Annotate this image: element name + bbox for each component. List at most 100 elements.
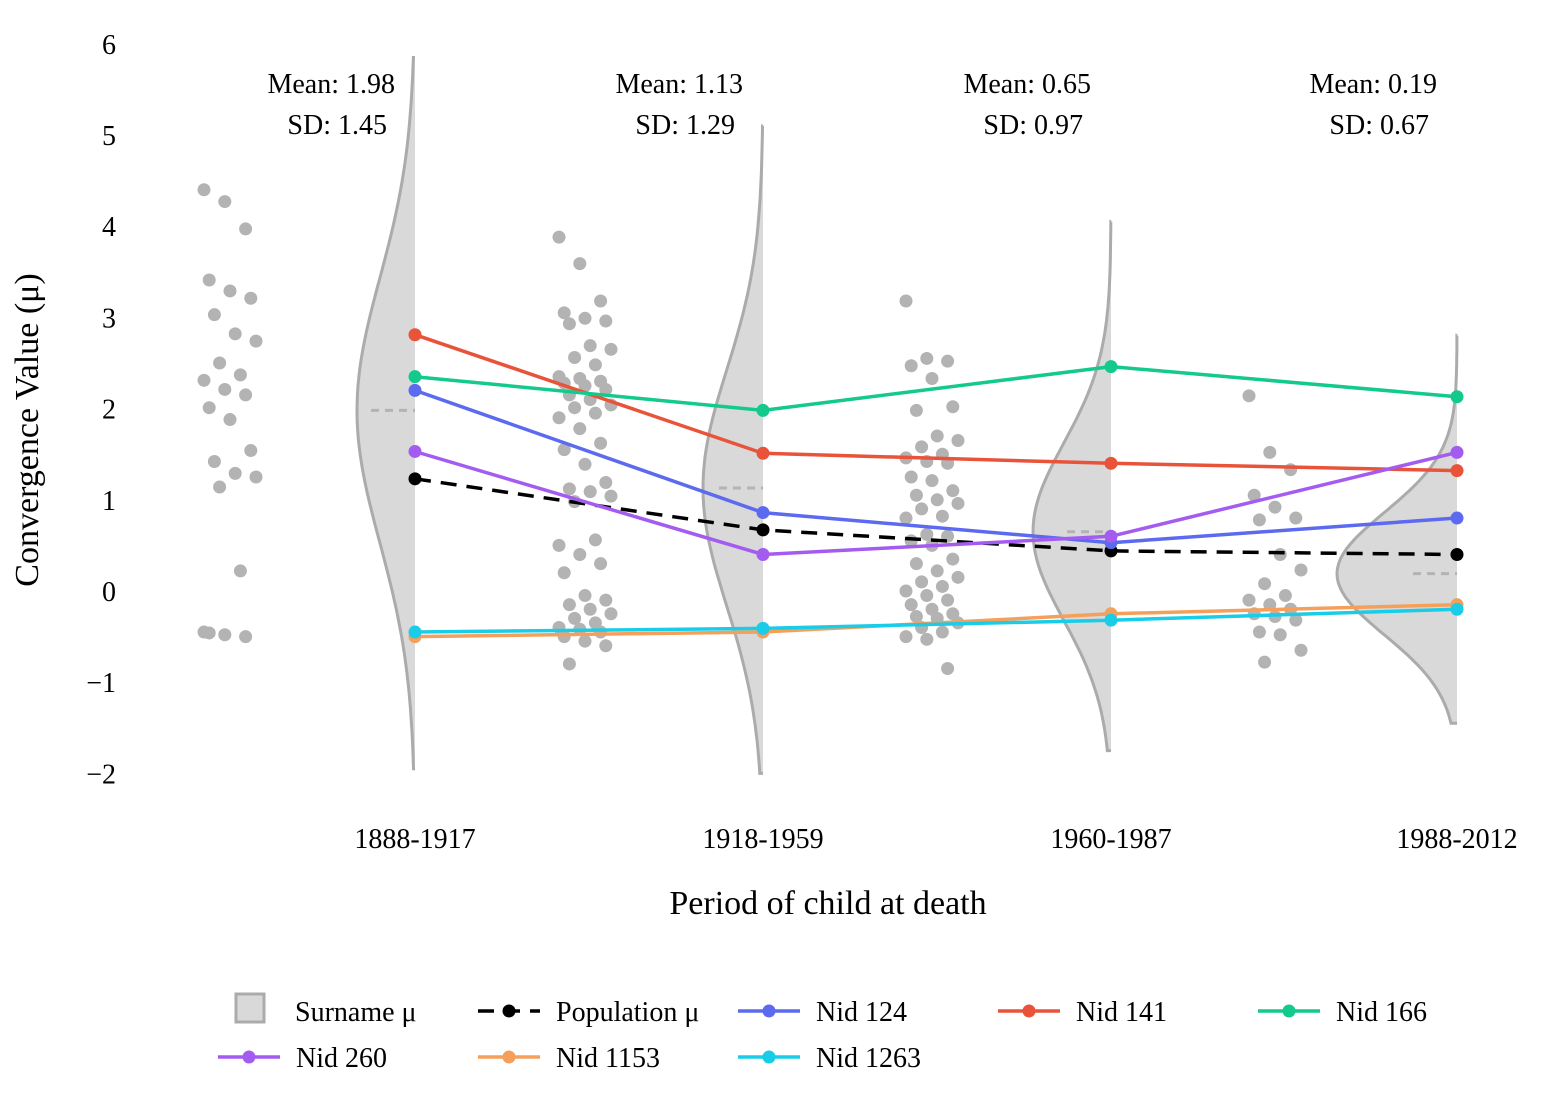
surname-point (604, 489, 618, 503)
surname-point (1289, 613, 1303, 627)
series-point (1450, 511, 1464, 525)
surname-point (223, 284, 237, 298)
surname-point (930, 493, 944, 507)
legend-label: Nid 124 (816, 997, 907, 1028)
density-outline (1031, 219, 1113, 753)
legend-marker (762, 1004, 776, 1018)
surname-point (915, 502, 929, 516)
surname-point (941, 354, 955, 368)
surname-point (909, 403, 923, 417)
series-point (1450, 390, 1464, 404)
series-point (1104, 613, 1118, 627)
surname-point (909, 557, 923, 571)
surname-point (228, 327, 242, 341)
surname-point (594, 436, 608, 450)
legend-marker (502, 1050, 516, 1064)
surname-point (249, 334, 263, 348)
surname-point (941, 662, 955, 676)
surname-point (249, 470, 263, 484)
surname-point (1263, 445, 1277, 459)
y-tick-label: −1 (86, 668, 116, 699)
surname-point (594, 557, 608, 571)
surname-point (562, 598, 576, 612)
legend-label: Nid 1263 (816, 1043, 921, 1074)
surname-point (909, 488, 923, 502)
series-point (756, 403, 770, 417)
surname-point (915, 440, 929, 454)
surname-point (1294, 563, 1308, 577)
series-point (756, 621, 770, 635)
surname-point (1294, 643, 1308, 657)
y-tick-label: 1 (102, 486, 116, 517)
surname-point (1258, 577, 1272, 591)
x-axis: 1888-1917 1918-1959 1960-1987 1988-2012 (354, 824, 1517, 855)
surname-point (568, 401, 582, 415)
surname-point (197, 183, 211, 197)
surname-point (1278, 589, 1292, 603)
x-tick-label: 1988-2012 (1396, 824, 1517, 855)
density-area (357, 57, 415, 769)
surname-point (213, 356, 227, 370)
legend-marker (242, 1050, 256, 1064)
surname-point (583, 602, 597, 616)
sd-label: SD: 1.29 (635, 110, 735, 141)
surname-point (557, 306, 571, 320)
surname-point (904, 470, 918, 484)
surname-point (951, 434, 965, 448)
surname-point (207, 454, 221, 468)
surname-point (552, 411, 566, 425)
surname-point (218, 628, 232, 642)
y-tick-label: 5 (102, 121, 116, 152)
surname-point (899, 511, 913, 525)
surname-point (568, 611, 582, 625)
density-layer (355, 55, 1459, 775)
legend-marker (502, 1004, 516, 1018)
surname-point (1273, 628, 1287, 642)
x-tick-label: 1960-1987 (1050, 824, 1171, 855)
surname-point (1289, 511, 1303, 525)
surname-point (1273, 548, 1287, 562)
surname-point (1242, 593, 1256, 607)
surname-point (207, 308, 221, 322)
surname-point (951, 496, 965, 510)
surname-point (604, 607, 618, 621)
density-area (1033, 221, 1111, 751)
series-point (408, 328, 422, 342)
surname-point (218, 195, 232, 209)
series-point (1104, 456, 1118, 470)
legend-marker (1282, 1004, 1296, 1018)
surname-point (202, 401, 216, 415)
surname-point (578, 589, 592, 603)
surname-point (946, 400, 960, 414)
x-axis-title: Period of child at death (669, 885, 986, 922)
surname-point (239, 630, 253, 644)
series-line (414, 477, 1458, 557)
mean-label: Mean: 1.13 (615, 69, 743, 100)
density-area (1337, 335, 1457, 724)
surname-point (930, 564, 944, 578)
y-tick-label: 4 (102, 212, 116, 243)
surname-point (925, 474, 939, 488)
y-axis-title: Convergence Value (μ) (9, 273, 46, 586)
legend: Surname μ Population μ Nid 124 Nid 141 Nid 1… (218, 992, 1427, 1074)
legend-swatch-surname (234, 992, 266, 1024)
series-point (408, 370, 422, 384)
series-layer (408, 328, 1464, 644)
surname-point (899, 584, 913, 598)
surname-point (588, 358, 602, 372)
surname-point (899, 630, 913, 644)
surname-point (899, 294, 913, 308)
surname-point (573, 257, 587, 271)
density-outline (701, 124, 764, 775)
surname-point (239, 222, 253, 236)
mean-label: Mean: 0.65 (963, 69, 1091, 100)
legend-label: Nid 260 (296, 1043, 387, 1074)
surname-point (951, 570, 965, 584)
surname-point (599, 639, 613, 653)
legend-label: Nid 1153 (556, 1043, 660, 1074)
surname-point (583, 339, 597, 353)
surname-point (197, 373, 211, 387)
series-line (414, 364, 1458, 413)
surname-point (228, 466, 242, 480)
